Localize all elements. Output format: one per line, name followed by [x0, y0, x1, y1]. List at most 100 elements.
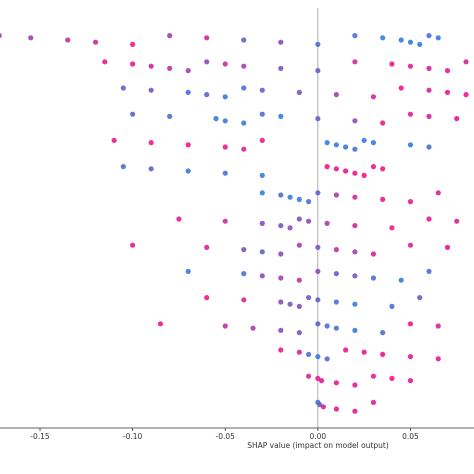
shap-point: [241, 146, 247, 152]
shap-point: [185, 89, 191, 95]
shap-point: [343, 347, 349, 353]
shap-point: [278, 347, 284, 353]
shap-point: [426, 268, 432, 274]
shap-point: [444, 244, 451, 250]
shap-point: [305, 295, 312, 301]
shap-point: [398, 85, 404, 91]
shap-point: [389, 225, 395, 231]
shap-point: [167, 65, 173, 71]
shap-point: [120, 85, 126, 91]
shap-point: [130, 111, 136, 117]
shap-point: [315, 297, 321, 303]
shap-point: [250, 325, 256, 331]
shap-point: [259, 87, 265, 93]
shap-point: [213, 116, 219, 122]
shap-point: [407, 39, 414, 45]
shap-point: [389, 303, 395, 309]
shap-point: [278, 65, 284, 71]
shap-point: [130, 41, 136, 48]
shap-point: [435, 35, 441, 41]
shap-point: [222, 170, 228, 176]
shap-point: [333, 406, 339, 412]
shap-point: [296, 196, 302, 202]
shap-point: [352, 327, 358, 333]
shap-point: [343, 144, 349, 150]
shap-point: [426, 216, 432, 222]
shap-point: [389, 61, 395, 67]
shap-point: [278, 223, 284, 229]
shap-point: [324, 323, 330, 329]
shap-point: [204, 92, 210, 98]
shap-point: [296, 242, 302, 248]
shap-point: [389, 375, 395, 381]
shap-point: [296, 216, 302, 222]
shap-point: [204, 295, 210, 301]
shap-point: [278, 299, 284, 305]
shap-point: [426, 144, 432, 150]
shap-point: [324, 140, 330, 146]
shap-point: [315, 190, 321, 196]
shap-point: [352, 382, 358, 388]
shap-point: [407, 242, 414, 248]
shap-point: [380, 120, 386, 126]
shap-point: [111, 137, 117, 143]
shap-point: [426, 87, 432, 93]
shap-point: [361, 137, 367, 143]
shap-point: [185, 268, 191, 274]
shap-point: [407, 63, 414, 69]
x-tick-label: -0.05: [216, 432, 236, 441]
shap-point: [352, 59, 358, 65]
shap-point: [167, 113, 173, 119]
shap-point: [222, 118, 228, 124]
shap-point: [204, 35, 210, 41]
shap-point: [222, 323, 228, 329]
shap-point: [352, 249, 358, 255]
shap-point: [204, 244, 210, 250]
shap-point: [287, 194, 293, 200]
shap-point: [241, 120, 247, 126]
shap-point: [120, 164, 126, 170]
shap-point: [222, 218, 228, 224]
shap-point: [398, 37, 404, 43]
shap-point: [370, 164, 377, 170]
shap-point: [407, 199, 414, 205]
shap-point: [333, 247, 339, 253]
shap-point: [370, 373, 377, 379]
x-axis-label: SHAP value (impact on model output): [247, 441, 389, 450]
shap-point: [370, 140, 377, 146]
shap-point: [463, 59, 469, 65]
shap-point: [407, 321, 414, 327]
shap-point: [315, 354, 321, 360]
shap-point: [435, 323, 441, 329]
shap-point: [333, 92, 339, 98]
shap-point: [352, 146, 358, 152]
shap-point: [333, 299, 339, 305]
shap-point: [222, 94, 228, 100]
x-tick-label: 0.00: [310, 432, 327, 441]
shap-point: [287, 225, 293, 231]
shap-point: [0, 33, 2, 39]
shap-point: [380, 35, 386, 41]
shap-point: [241, 63, 247, 69]
shap-point: [417, 41, 423, 48]
shap-point: [241, 271, 247, 277]
shap-point: [204, 59, 210, 65]
shap-point: [380, 196, 386, 202]
shap-point: [185, 68, 191, 74]
shap-point: [305, 351, 312, 357]
shap-point: [426, 113, 432, 119]
shap-point: [333, 325, 339, 331]
shap-point: [370, 275, 377, 281]
shap-point: [176, 216, 182, 222]
shap-point: [278, 251, 284, 257]
shap-point: [296, 89, 302, 95]
shap-point: [407, 142, 414, 148]
x-tick-label: -0.10: [123, 432, 143, 441]
shap-point: [278, 39, 284, 45]
shap-point: [65, 37, 71, 43]
shap-point: [352, 194, 358, 200]
shap-point: [92, 39, 99, 45]
shap-point: [278, 113, 284, 119]
shap-point: [296, 349, 302, 355]
shap-point: [352, 223, 358, 229]
